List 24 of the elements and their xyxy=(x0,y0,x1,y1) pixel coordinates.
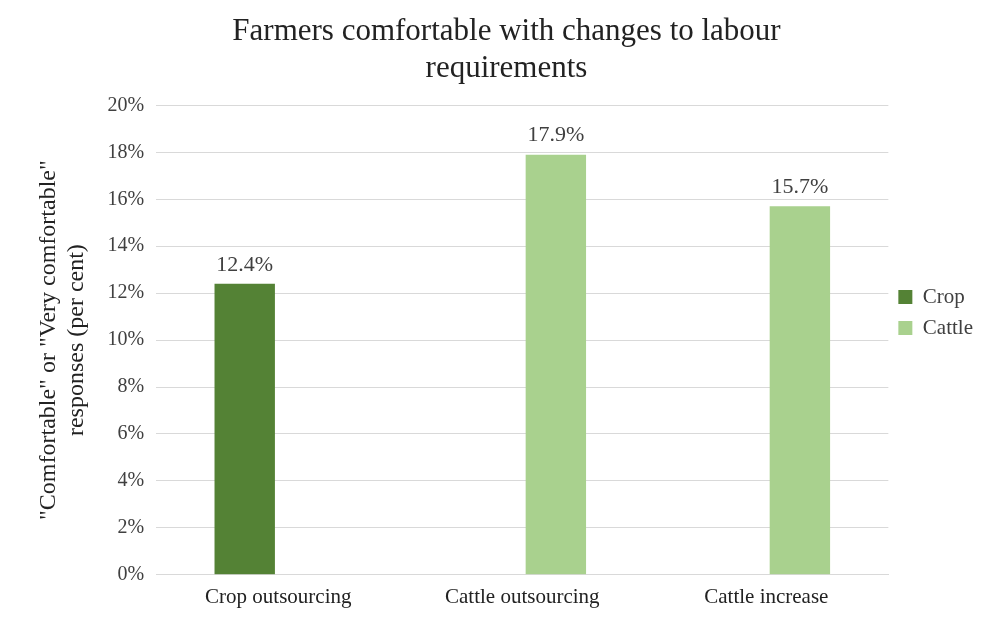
y-tick-label: 8% xyxy=(117,374,145,397)
y-tick-label: 14% xyxy=(107,233,145,256)
x-tick-label: Cattle outsourcing xyxy=(445,583,601,608)
y-tick-label: 12% xyxy=(107,280,145,303)
y-tick-label: 16% xyxy=(107,186,145,209)
chart-title: Farmers comfortable with changes to labour requirements xyxy=(232,11,782,84)
y-tick-label: 0% xyxy=(117,562,145,585)
x-tick-label: Crop outsourcing xyxy=(205,583,352,608)
y-axis-title: "Comfortable" or "Very comfortable" responses (per cent) xyxy=(33,160,89,520)
bar xyxy=(214,283,275,575)
legend-label: Cattle xyxy=(922,314,973,339)
y-tick-label: 18% xyxy=(107,139,145,162)
data-label: 15.7% xyxy=(771,173,829,199)
bar xyxy=(525,154,587,575)
y-tick-label: 20% xyxy=(107,92,145,115)
y-tick-label: 10% xyxy=(107,327,145,350)
y-tick-label: 4% xyxy=(117,468,145,491)
data-label: 12.4% xyxy=(216,250,274,276)
y-tick-label: 2% xyxy=(117,515,145,538)
legend-label: Crop xyxy=(922,283,965,308)
data-label: 17.9% xyxy=(527,121,585,147)
y-tick-label: 6% xyxy=(117,421,145,444)
x-tick-label: Cattle increase xyxy=(704,583,829,608)
bar xyxy=(769,206,831,575)
